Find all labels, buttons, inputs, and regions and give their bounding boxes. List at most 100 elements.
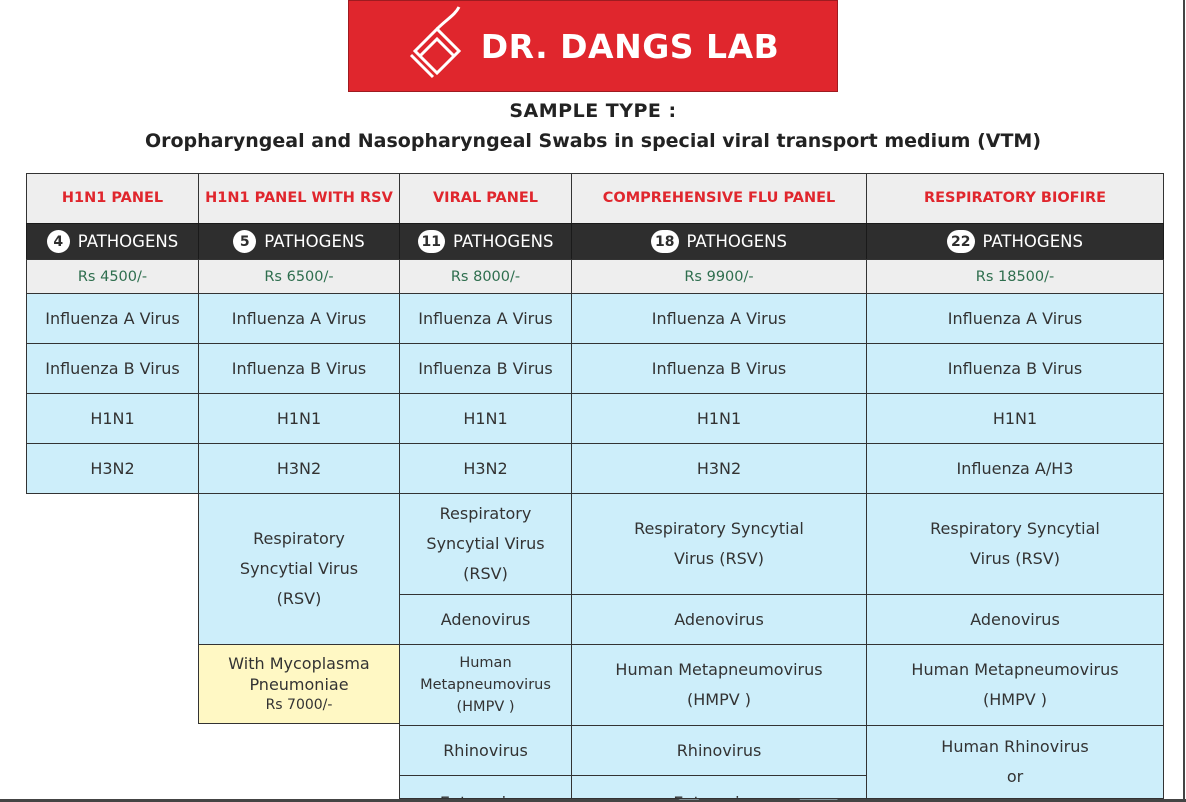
pathogen-name: Influenza B Virus (418, 358, 553, 378)
header-label: COMPREHENSIVE FLU PANEL (602, 190, 836, 206)
pathogen-name: Human Metapneumovirus (HMPV ) (911, 660, 1119, 709)
price-comprehensive: Rs 9900/- (571, 259, 867, 294)
pathogen-cell: H3N2 (571, 443, 867, 494)
pathogen-cell: H3N2 (198, 443, 400, 494)
pathogen-cell: Enterovirus (571, 775, 867, 799)
pathogen-cell: Respiratory Syncytial Virus (RSV) (198, 493, 400, 645)
header-h1n1-rsv-panel: H1N1 PANEL WITH RSV (198, 173, 400, 224)
pathogen-name: Enterovirus (440, 788, 531, 798)
header-viral-panel: VIRAL PANEL (399, 173, 572, 224)
pathogen-cell: Influenza B Virus (26, 343, 199, 394)
pathogen-cell: H3N2 (26, 443, 199, 494)
pathogen-cell: Rhinovirus (399, 725, 572, 776)
pathogen-name: Enterovirus (673, 788, 764, 798)
price-viral: Rs 8000/- (399, 259, 572, 294)
price-value: Rs 8000/- (450, 268, 521, 285)
header-label: VIRAL PANEL (432, 190, 539, 206)
pathogen-cell: Influenza A Virus (399, 293, 572, 344)
pathogen-cell: Influenza B Virus (866, 343, 1164, 394)
pathogen-cell: Rhinovirus (571, 725, 867, 776)
pathogen-name: H1N1 (90, 408, 135, 428)
pathogen-cell: Respiratory Syncytial Virus (RSV) (866, 493, 1164, 595)
pathogen-name: Respiratory Syncytial Virus (RSV) (930, 519, 1100, 568)
pathogen-count-badge: 4 (46, 230, 70, 253)
pathogen-cell: Enterovirus (399, 775, 572, 799)
pathogen-name: Influenza B Virus (45, 358, 180, 378)
header-label: RESPIRATORY BIOFIRE (923, 190, 1107, 206)
pathogen-cell: Human Metapneumovirus (HMPV ) (399, 644, 572, 726)
pathogen-name: Human Rhinovirus (941, 737, 1089, 756)
addon-price: Rs 7000/- (265, 696, 333, 713)
pathogen-name: Influenza B Virus (231, 358, 367, 378)
pathogen-name: Influenza A Virus (947, 308, 1083, 328)
pathogen-cell: Influenza A Virus (571, 293, 867, 344)
pathogen-cell: H1N1 (198, 393, 400, 444)
pathogen-count-badge: 11 (417, 230, 446, 253)
pathogen-count-badge: 5 (233, 230, 257, 253)
pathogen-cell: Influenza A Virus (866, 293, 1164, 344)
pathogen-name: H1N1 (276, 408, 322, 428)
pathogens-label: PATHOGENS (453, 232, 554, 251)
pathogen-cell: H3N2 (399, 443, 572, 494)
pathogen-name: or (1006, 767, 1024, 786)
pathogen-count-badge: 18 (651, 230, 679, 253)
addon-title: With Mycoplasma Pneumoniae (228, 653, 370, 694)
brand-logo-icon (409, 6, 461, 79)
pathogen-cell: Influenza B Virus (198, 343, 400, 394)
pathogen-name: Adenovirus (440, 609, 531, 629)
pathogen-name: Influenza B Virus (947, 358, 1083, 378)
sample-type-description: Oropharyngeal and Nasopharyngeal Swabs i… (144, 130, 1042, 152)
pathogen-cell: Respiratory Syncytial Virus (RSV) (399, 493, 572, 595)
pathogen-cell: H1N1 (866, 393, 1164, 444)
header-comprehensive-flu-panel: COMPREHENSIVE FLU PANEL (571, 173, 867, 224)
pathogen-name: Rhinovirus (443, 740, 528, 760)
pathogen-cell: Human Metapneumovirus (HMPV ) (866, 644, 1164, 726)
pathogens-label: PATHOGENS (686, 232, 787, 251)
page-frame-right (1183, 0, 1185, 802)
pathogen-name: H3N2 (90, 458, 135, 478)
pathogen-cell: Influenza A Virus (26, 293, 199, 344)
pathogen-name: H3N2 (276, 458, 322, 478)
pathogens-band-comprehensive: 18 PATHOGENS (571, 223, 867, 260)
pathogen-cell: H1N1 (571, 393, 867, 444)
pathogen-cell: Respiratory Syncytial Virus (RSV) (571, 493, 867, 595)
pathogen-name: Respiratory Syncytial Virus (RSV) (426, 504, 545, 583)
pathogen-cell: Adenovirus (571, 594, 867, 645)
page-frame-bottom (0, 799, 1186, 802)
pathogen-name: Influenza A Virus (45, 308, 180, 328)
pathogen-cell: Human Metapneumovirus (HMPV ) (571, 644, 867, 726)
pathogen-cell: Influenza B Virus (399, 343, 572, 394)
header-label: H1N1 PANEL WITH RSV (205, 190, 393, 206)
pathogen-cell: Influenza B Virus (571, 343, 867, 394)
pathogens-band-viral: 11 PATHOGENS (399, 223, 572, 260)
pathogen-name: Respiratory Syncytial Virus (RSV) (239, 529, 359, 608)
pathogen-cell: Influenza A Virus (198, 293, 400, 344)
sample-type-title: SAMPLE TYPE : (509, 100, 677, 122)
brand-name: DR. DANGS LAB (480, 26, 780, 66)
pathogen-name: H3N2 (696, 458, 742, 478)
pathogens-band-biofire: 22 PATHOGENS (866, 223, 1164, 260)
pathogen-cell: Influenza A/H3 (866, 443, 1164, 494)
pathogen-name: Influenza B Virus (651, 358, 787, 378)
pathogen-name: Influenza A Virus (651, 308, 787, 328)
price-value: Rs 18500/- (975, 268, 1055, 285)
pathogen-name: H1N1 (463, 408, 508, 428)
pathogens-label: PATHOGENS (77, 232, 179, 251)
pathogen-name: H3N2 (463, 458, 508, 478)
pathogen-name: Respiratory Syncytial Virus (RSV) (634, 519, 804, 568)
pathogen-name: H1N1 (992, 408, 1038, 428)
pathogen-name: Enterovirus (969, 792, 1060, 798)
pathogen-cell: H1N1 (26, 393, 199, 444)
pathogens-label: PATHOGENS (264, 232, 365, 251)
pathogen-cell: Human Rhinovirus or Enterovirus (866, 725, 1164, 799)
pathogen-name: Influenza A/H3 (956, 458, 1074, 478)
price-h1n1-rsv: Rs 6500/- (198, 259, 400, 294)
pathogens-band-h1n1: 4 PATHOGENS (26, 223, 199, 260)
pathogen-name: H1N1 (696, 408, 742, 428)
header-respiratory-biofire: RESPIRATORY BIOFIRE (866, 173, 1164, 224)
pathogen-name: Adenovirus (970, 609, 1060, 629)
pathogen-cell: Adenovirus (866, 594, 1164, 645)
pathogen-name: Rhinovirus (676, 740, 762, 760)
header-label: H1N1 PANEL (61, 190, 164, 206)
pathogen-name: Human Metapneumovirus (HMPV ) (615, 660, 823, 709)
